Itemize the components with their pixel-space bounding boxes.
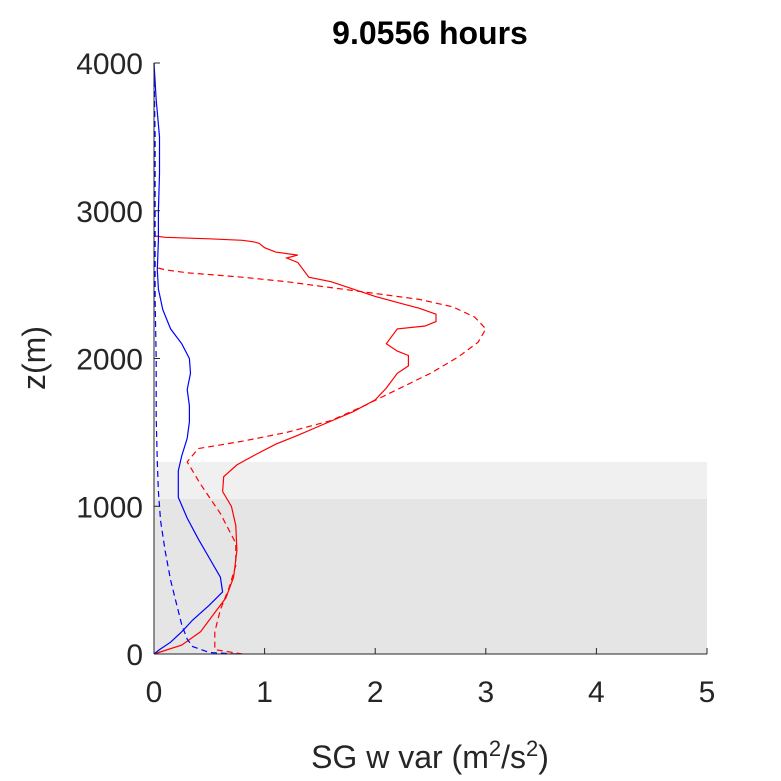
series-line-1 xyxy=(153,266,487,655)
x-tick-label-5: 5 xyxy=(699,676,716,709)
x-ticks: 0 1 2 3 4 5 xyxy=(146,648,716,709)
series-lines xyxy=(153,62,487,655)
chart-title: 9.0556 hours xyxy=(332,15,528,51)
x-tick-label-2: 2 xyxy=(367,676,384,709)
y-tick-label-2000: 2000 xyxy=(76,344,143,377)
x-axis-label-base: SG w var (m xyxy=(311,739,489,775)
y-tick-label-1000: 1000 xyxy=(76,491,143,524)
y-axis-label: z(m) xyxy=(16,326,52,390)
x-tick-label-1: 1 xyxy=(256,676,273,709)
shaded-regions xyxy=(154,461,707,654)
x-tick-label-0: 0 xyxy=(146,676,163,709)
y-tick-label-4000: 4000 xyxy=(76,48,143,81)
x-tick-label-3: 3 xyxy=(477,676,494,709)
shaded-region-1 xyxy=(154,461,707,499)
y-ticks: 0 1000 2000 3000 4000 xyxy=(76,48,160,672)
x-axis-label-mid: /s xyxy=(501,739,526,775)
y-tick-label-0: 0 xyxy=(126,639,143,672)
x-axis-label-sup1: 2 xyxy=(489,736,501,761)
series-line-3 xyxy=(153,62,237,655)
series-line-0 xyxy=(153,235,437,655)
series-line-2 xyxy=(153,62,224,655)
y-tick-label-3000: 3000 xyxy=(76,196,143,229)
x-axis-label-end: ) xyxy=(538,739,549,775)
x-axis-label-sup2: 2 xyxy=(526,736,538,761)
shaded-region-0 xyxy=(154,498,707,654)
x-tick-label-4: 4 xyxy=(588,676,605,709)
x-axis-label: SG w var (m2/s2) xyxy=(311,736,549,775)
